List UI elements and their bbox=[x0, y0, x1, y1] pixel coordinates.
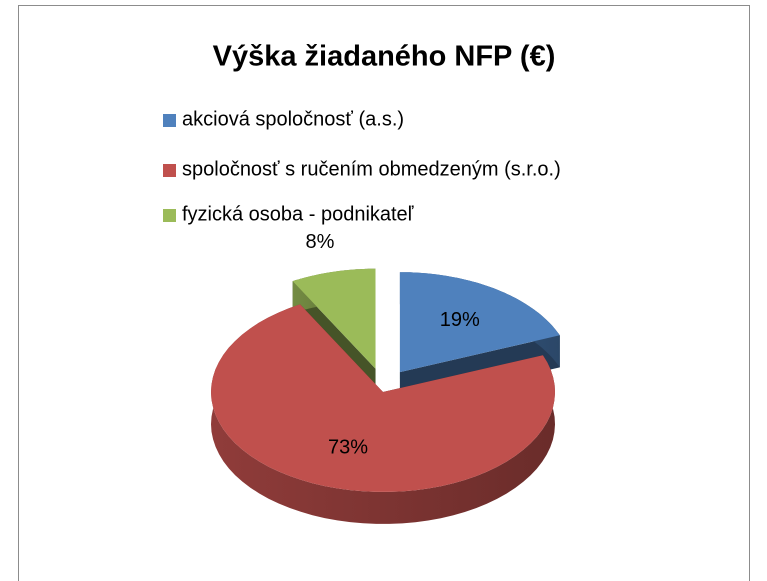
chart-title: Výška žiadaného NFP (€) bbox=[213, 41, 556, 73]
legend-swatch bbox=[163, 164, 176, 177]
legend-swatch bbox=[163, 209, 176, 222]
pie-slice bbox=[211, 304, 555, 492]
legend-swatch bbox=[163, 114, 176, 127]
data-label: 73% bbox=[328, 437, 368, 459]
legend-label: akciová spoločnosť (a.s.) bbox=[182, 108, 404, 130]
legend-label: fyzická osoba - podnikateľ bbox=[182, 203, 415, 225]
data-label: 19% bbox=[440, 309, 480, 331]
data-label: 8% bbox=[305, 231, 334, 253]
legend-label: spoločnosť s ručením obmedzeným (s.r.o.) bbox=[182, 158, 561, 180]
pie-slice bbox=[399, 272, 560, 373]
pie-slice bbox=[292, 268, 376, 369]
